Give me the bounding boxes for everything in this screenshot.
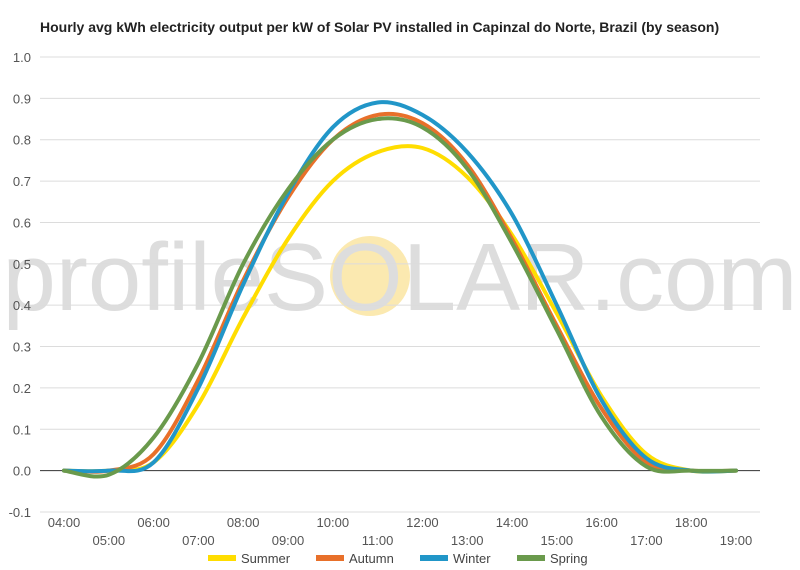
legend-swatch-autumn: [316, 555, 344, 561]
y-tick-label: 0.7: [13, 174, 31, 189]
x-tick-label: 11:00: [362, 533, 394, 548]
series-lines: [62, 100, 738, 479]
x-tick-label: 10:00: [317, 515, 350, 530]
x-tick-label: 18:00: [675, 515, 708, 530]
x-tick-label: 06:00: [137, 515, 170, 530]
legend-label-autumn: Autumn: [349, 551, 394, 566]
legend-swatch-winter: [420, 555, 448, 561]
legend: Summer Autumn Winter Spring: [208, 551, 588, 566]
y-axis-ticks: -0.1 0.0 0.1 0.2 0.3 0.4 0.5 0.6 0.7 0.8 0.9 1.0: [9, 50, 31, 520]
y-tick-label: 0.8: [13, 133, 31, 148]
legend-swatch-summer: [208, 555, 236, 561]
x-tick-label: 05:00: [93, 533, 126, 548]
watermark: profileSOLAR.com: [3, 224, 798, 331]
x-tick-label: 09:00: [272, 533, 305, 548]
series-line-summer: [62, 144, 738, 474]
legend-label-winter: Winter: [453, 551, 491, 566]
watermark-text: profileSOLAR.com: [3, 224, 798, 331]
x-axis-ticks: 04:00 05:00 06:00 07:00 08:00 09:00 10:00 11:00…: [48, 515, 753, 548]
x-tick-label: 16:00: [585, 515, 618, 530]
y-tick-label: 0.5: [13, 257, 31, 272]
x-tick-label: 12:00: [406, 515, 439, 530]
x-tick-label: 07:00: [182, 533, 215, 548]
x-tick-label: 04:00: [48, 515, 81, 530]
y-tick-label: 1.0: [13, 50, 31, 65]
watermark-sun-icon: [330, 236, 410, 316]
chart-title: Hourly avg kWh electricity output per kW…: [40, 19, 720, 35]
x-tick-label: 08:00: [227, 515, 260, 530]
y-tick-label: 0.4: [13, 298, 31, 313]
legend-label-spring: Spring: [550, 551, 588, 566]
y-tick-label: 0.3: [13, 340, 31, 355]
x-tick-label: 13:00: [451, 533, 484, 548]
y-tick-label: 0.2: [13, 381, 31, 396]
x-tick-label: 17:00: [630, 533, 663, 548]
legend-swatch-spring: [517, 555, 545, 561]
y-tick-label: -0.1: [9, 505, 31, 520]
y-tick-label: 0.6: [13, 215, 31, 230]
y-tick-label: 0.9: [13, 91, 31, 106]
x-tick-label: 14:00: [496, 515, 529, 530]
series-line-winter: [62, 100, 738, 474]
x-tick-label: 19:00: [720, 533, 753, 548]
y-tick-label: 0.1: [13, 422, 31, 437]
y-tick-label: 0.0: [13, 464, 31, 479]
series-line-spring: [62, 116, 738, 479]
legend-label-summer: Summer: [241, 551, 291, 566]
series-line-autumn: [62, 111, 738, 474]
x-tick-label: 15:00: [541, 533, 574, 548]
